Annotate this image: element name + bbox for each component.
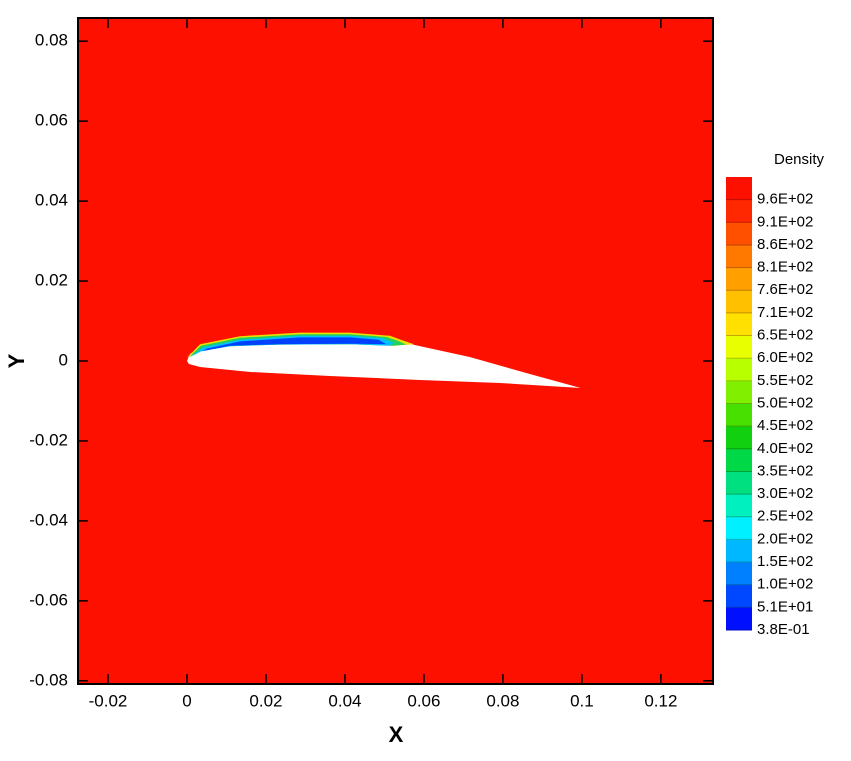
y-tick-label: 0.02 — [35, 271, 68, 290]
x-tick-label: 0.1 — [570, 691, 594, 710]
colorbar-band — [726, 244, 752, 269]
colorbar-label: 7.6E+02 — [757, 281, 813, 298]
colorbar-label: 6.5E+02 — [757, 327, 813, 344]
colorbar-band — [726, 471, 752, 495]
colorbar-band — [726, 290, 752, 314]
colorbar-label: 3.8E-01 — [757, 621, 810, 638]
colorbar-label: 4.0E+02 — [757, 440, 813, 457]
colorbar-band — [726, 380, 752, 404]
colorbar-title: Density — [774, 151, 825, 168]
colorbar-band — [726, 584, 752, 608]
colorbar-band — [726, 539, 752, 563]
y-tick-label: -0.08 — [29, 670, 68, 689]
x-tick-label: 0.06 — [407, 691, 440, 710]
colorbar-label: 8.1E+02 — [757, 259, 813, 276]
colorbar-label: 9.6E+02 — [757, 191, 813, 208]
airfoil — [186, 335, 581, 388]
x-tick-label: 0.04 — [328, 691, 361, 710]
colorbar-band — [726, 222, 752, 246]
colorbar-band — [726, 426, 752, 450]
x-tick-label: 0.02 — [249, 691, 282, 710]
colorbar-band — [726, 607, 752, 631]
colorbar-label: 7.1E+02 — [757, 304, 813, 321]
y-tick-label: 0.04 — [35, 191, 68, 210]
colorbar-band — [726, 177, 752, 201]
colorbar-label: 8.6E+02 — [757, 236, 813, 253]
plot-frame — [77, 17, 714, 685]
colorbar-label: 6.0E+02 — [757, 349, 813, 366]
x-axis-title: X — [389, 722, 404, 747]
colorbar-band — [726, 494, 752, 518]
colorbar-label: 5.0E+02 — [757, 394, 813, 411]
colorbar-band — [726, 335, 752, 359]
y-tick-label: -0.06 — [29, 590, 68, 609]
y-axis-title: Y — [4, 353, 29, 368]
colorbar-label: 1.0E+02 — [757, 576, 813, 593]
colorbar-label: 2.0E+02 — [757, 530, 813, 547]
y-tick-label: 0.08 — [35, 31, 68, 50]
y-tick-label: -0.04 — [29, 510, 68, 529]
y-tick-label: 0 — [59, 350, 68, 369]
colorbar-band — [726, 199, 752, 223]
colorbar-band — [726, 267, 752, 291]
colorbar-label: 5.1E+01 — [757, 598, 813, 615]
colorbar-label: 1.5E+02 — [757, 553, 813, 570]
x-tick-label: 0.08 — [486, 691, 519, 710]
colorbar-label: 3.0E+02 — [757, 485, 813, 502]
x-tick-label: 0 — [182, 691, 191, 710]
x-tick-label: 0.12 — [644, 691, 677, 710]
y-tick-label: 0.06 — [35, 111, 68, 130]
contour-region — [194, 337, 387, 356]
colorbar-label: 4.5E+02 — [757, 417, 813, 434]
colorbar-label: 5.5E+02 — [757, 372, 813, 389]
colorbar-label: 3.5E+02 — [757, 462, 813, 479]
x-tick-label: -0.02 — [89, 691, 128, 710]
colorbar-label: 9.1E+02 — [757, 213, 813, 230]
colorbar-band — [726, 516, 752, 540]
colorbar-band — [726, 448, 752, 472]
colorbar-band — [726, 562, 752, 586]
y-tick-label: -0.02 — [29, 430, 68, 449]
colorbar-label: 2.5E+02 — [757, 508, 813, 525]
colorbar-band — [726, 312, 752, 337]
colorbar-band — [726, 403, 752, 427]
colorbar-band — [726, 358, 752, 382]
